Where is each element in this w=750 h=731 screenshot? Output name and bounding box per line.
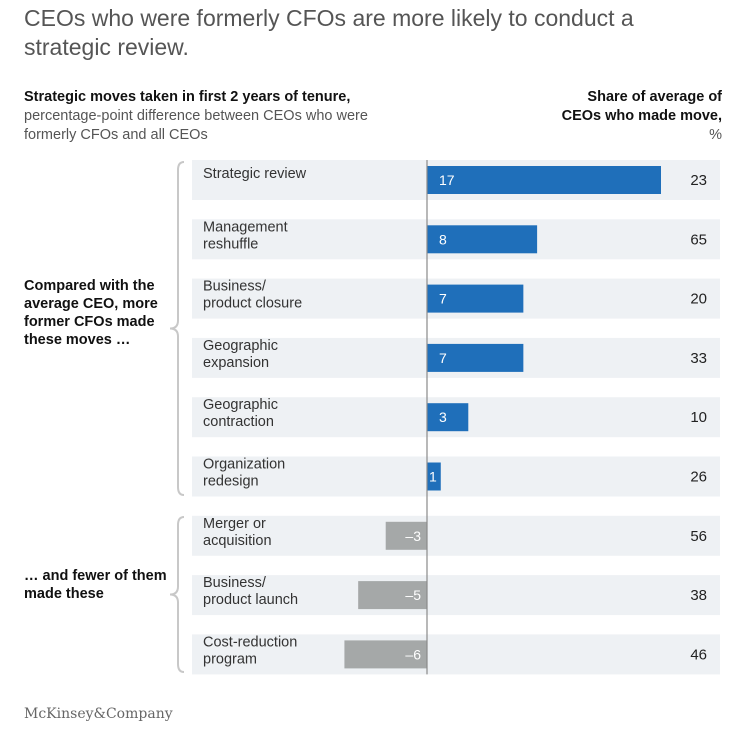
category-label: Management reshuffle <box>203 219 288 252</box>
share-column-header: Share of average of CEOs who made move, … <box>552 88 722 145</box>
bar <box>427 462 441 491</box>
bar-value-label: 7 <box>439 350 447 366</box>
share-value: 38 <box>690 587 707 604</box>
share-value: 46 <box>690 646 707 663</box>
category-label: Business/product closure <box>203 279 302 312</box>
bar <box>427 166 661 194</box>
row-background <box>192 575 720 616</box>
category-label: Strategic review <box>203 166 307 182</box>
bar-value-label: –6 <box>405 646 421 662</box>
share-value: 65 <box>690 231 707 248</box>
share-value: 23 <box>690 172 707 189</box>
share-header-unit: % <box>709 127 722 143</box>
category-label: Geographic expansion <box>203 338 278 371</box>
chart-title: CEOs who were formerly CFOs are more lik… <box>24 5 634 60</box>
category-label: Merger or acquisition <box>203 516 272 549</box>
bar <box>344 640 427 669</box>
bar <box>358 581 427 610</box>
bar-value-label: 1 <box>429 469 437 485</box>
bar-value-label: –5 <box>405 587 421 603</box>
bar <box>427 343 524 372</box>
bar <box>427 225 538 254</box>
row-background <box>192 634 720 675</box>
group-label-fewer: … and fewer of them made these <box>24 568 167 602</box>
share-value: 26 <box>690 469 707 486</box>
subtitle-main: Strategic moves taken in first 2 years o… <box>24 89 351 105</box>
bar <box>427 284 524 313</box>
row-background <box>192 456 720 497</box>
row-background <box>192 515 720 556</box>
bar <box>427 403 469 432</box>
bar-value-label: 7 <box>439 291 447 307</box>
bar-value-label: –3 <box>405 528 421 544</box>
bar-value-label: 8 <box>439 231 447 247</box>
category-label: Geographic contraction <box>203 397 278 430</box>
category-label: Business/product launch <box>203 575 298 608</box>
bar-value-label: 17 <box>439 172 455 188</box>
bar <box>385 521 427 550</box>
share-value: 10 <box>690 409 707 426</box>
share-value: 20 <box>690 291 707 308</box>
bracket-fewer <box>169 516 185 673</box>
chart-subtitle: Strategic moves taken in first 2 years o… <box>24 88 424 145</box>
category-label: Organization redesign <box>203 457 285 490</box>
share-value: 56 <box>690 528 707 545</box>
mckinsey-logo: McKinsey&Company <box>24 706 173 722</box>
group-label-more: Compared with the average CEO, more form… <box>24 278 158 348</box>
bracket-more <box>169 161 185 496</box>
bar-value-label: 3 <box>439 409 447 425</box>
share-value: 33 <box>690 350 707 367</box>
category-label: Cost-reduction program <box>203 634 297 667</box>
share-header-text: Share of average of CEOs who made move, <box>561 89 722 124</box>
subtitle-detail: percentage-point difference between CEOs… <box>24 108 368 143</box>
